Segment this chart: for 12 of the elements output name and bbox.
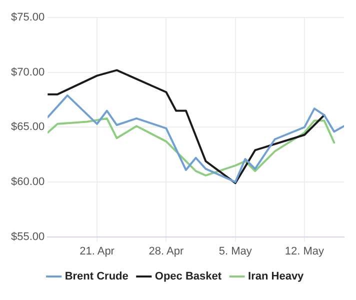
legend-label: Brent Crude [64, 270, 128, 283]
x-tick-label: 28. Apr [148, 245, 184, 258]
y-tick-label: $60.00 [10, 176, 45, 188]
y-tick-label: $75.00 [10, 12, 45, 24]
legend-label: Iran Heavy [248, 270, 305, 283]
legend-label: Opec Basket [154, 270, 222, 283]
x-tick-label: 5. May [218, 245, 252, 258]
x-tick-label: 12. May [284, 245, 325, 258]
y-tick-label: $65.00 [10, 121, 45, 134]
y-tick-label: $55.00 [10, 230, 45, 243]
x-tick-label: 21. Apr [80, 245, 115, 258]
y-tick-label: $70.00 [10, 66, 45, 78]
